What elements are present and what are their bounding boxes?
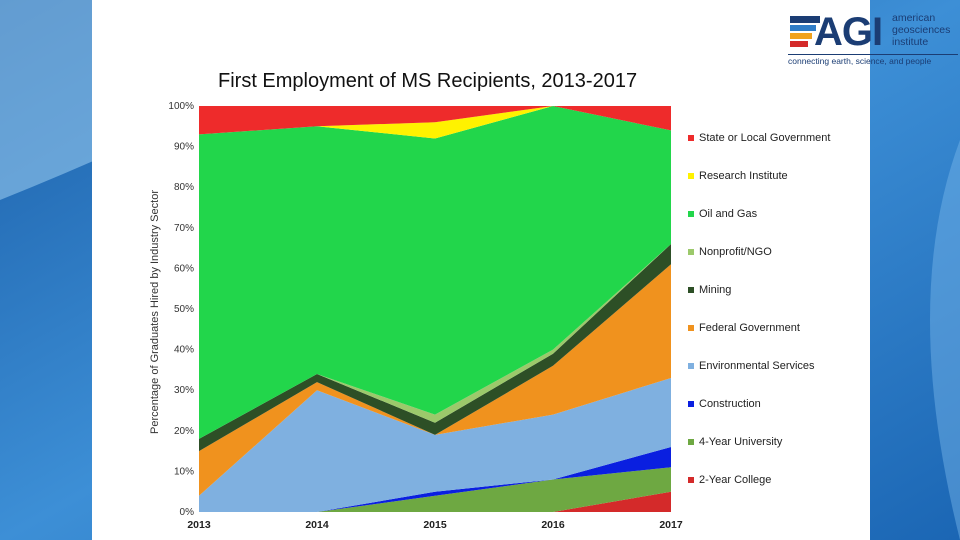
area-series-group <box>199 106 671 512</box>
x-tick-label: 2016 <box>541 519 565 531</box>
legend-label: Construction <box>699 398 761 410</box>
legend-label: State or Local Government <box>699 132 831 144</box>
y-tick-group: 0% 10% 20% 30% 40% 50% 60% 70% 80% 90% 100% <box>168 101 194 518</box>
agi-tagline: connecting earth, science, and people <box>788 54 958 66</box>
y-tick-label: 0% <box>180 507 195 518</box>
legend-label: Oil and Gas <box>699 208 758 220</box>
legend-swatch <box>688 173 694 179</box>
legend-swatch <box>688 325 694 331</box>
legend-item: Research Institute <box>688 168 788 184</box>
agi-org-name: american geosciences institute <box>892 12 956 48</box>
agi-globe-icon <box>790 16 820 47</box>
area-federal-government <box>199 264 671 496</box>
legend-label: Environmental Services <box>699 360 815 372</box>
legend-label: Nonprofit/NGO <box>699 246 772 258</box>
legend-swatch <box>688 401 694 407</box>
legend-item: Federal Government <box>688 320 800 336</box>
area-oil-and-gas <box>199 106 671 439</box>
org-line: institute <box>892 36 929 48</box>
legend-swatch <box>688 211 694 217</box>
legend-item: Nonprofit/NGO <box>688 244 772 260</box>
y-tick-label: 100% <box>168 101 194 112</box>
legend-item: 4-Year University <box>688 434 782 450</box>
area-environmental-services <box>199 378 671 512</box>
agi-logo-text: AGI <box>814 10 883 54</box>
area-state-or-local-government <box>199 106 671 135</box>
y-tick-label: 70% <box>174 223 194 234</box>
x-tick-label: 2017 <box>659 519 683 531</box>
legend-item: Mining <box>688 282 731 298</box>
legend-item: Environmental Services <box>688 358 815 374</box>
y-tick-label: 30% <box>174 385 194 396</box>
legend-item: 2-Year College <box>688 472 771 488</box>
legend-swatch <box>688 135 694 141</box>
org-line: geosciences <box>892 24 951 36</box>
y-tick-label: 20% <box>174 426 194 437</box>
legend-item: Oil and Gas <box>688 206 757 222</box>
legend-label: Federal Government <box>699 322 800 334</box>
y-tick-label: 50% <box>174 304 194 315</box>
x-tick-group: 2013 2014 2015 2016 2017 <box>187 519 683 531</box>
legend-swatch <box>688 477 694 483</box>
area-4-year-university <box>199 467 671 512</box>
x-tick-label: 2013 <box>187 519 211 531</box>
legend-swatch <box>688 363 694 369</box>
legend-label: Research Institute <box>699 170 788 182</box>
y-tick-label: 80% <box>174 182 194 193</box>
x-tick-label: 2015 <box>423 519 447 531</box>
legend-label: Mining <box>699 284 732 296</box>
y-tick-label: 40% <box>174 345 194 356</box>
chart-title: First Employment of MS Recipients, 2013-… <box>218 70 638 92</box>
x-tick-label: 2014 <box>305 519 329 531</box>
legend-label: 2-Year College <box>699 474 772 486</box>
area-research-institute <box>199 106 671 139</box>
y-tick-label: 10% <box>174 466 194 477</box>
org-line: american <box>892 12 936 24</box>
area-2-year-college <box>199 491 671 512</box>
legend-item: State or Local Government <box>688 130 830 146</box>
y-tick-label: 60% <box>174 263 194 274</box>
y-tick-label: 90% <box>174 142 194 153</box>
legend-swatch <box>688 287 694 293</box>
legend-label: 4-Year University <box>699 436 783 448</box>
legend-swatch <box>688 439 694 445</box>
legend-item: Construction <box>688 396 761 412</box>
legend-swatch <box>688 249 694 255</box>
agi-logo: AGI american geosciences institute conne… <box>786 10 958 68</box>
